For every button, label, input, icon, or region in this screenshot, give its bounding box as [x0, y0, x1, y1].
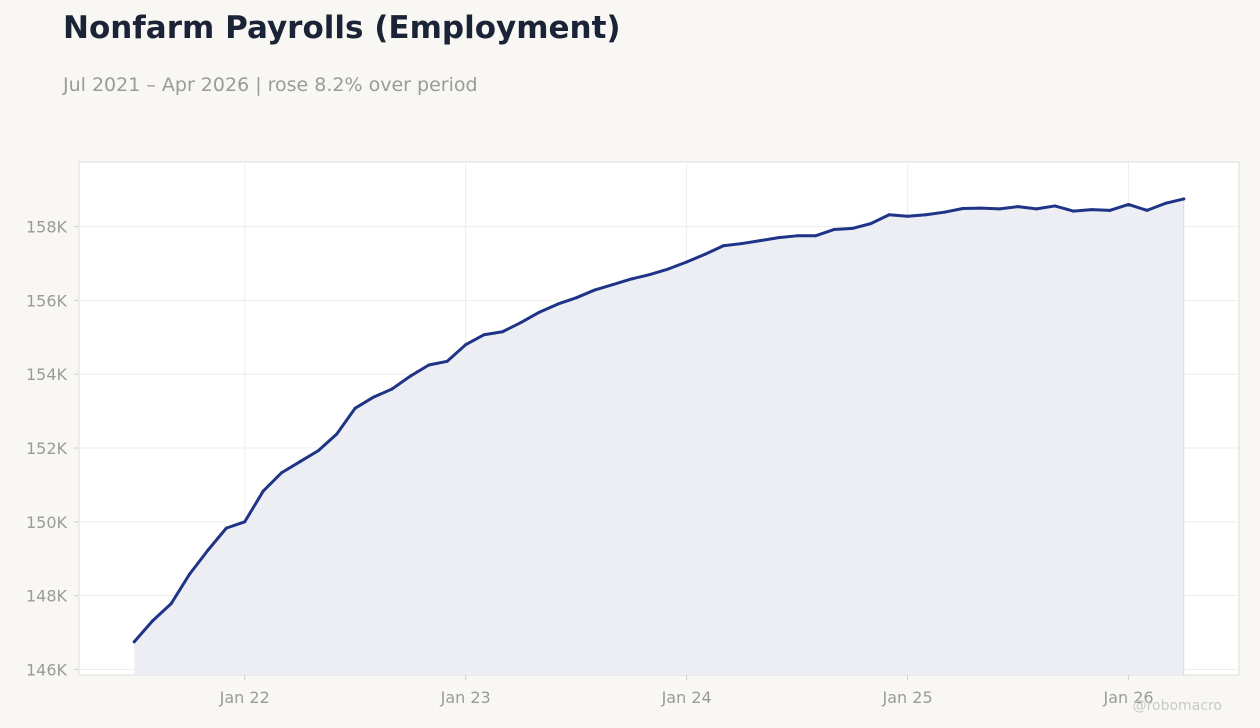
data-point	[850, 226, 854, 230]
data-point	[482, 333, 486, 337]
data-point	[243, 520, 247, 524]
data-point	[298, 460, 302, 464]
data-point	[703, 252, 707, 256]
data-point	[1053, 204, 1057, 208]
data-point	[280, 471, 284, 475]
y-tick-label: 152K	[26, 439, 68, 458]
chart-subtitle: Jul 2021 – Apr 2026 | rose 8.2% over per…	[63, 74, 478, 96]
data-point	[261, 489, 265, 493]
data-point	[942, 210, 946, 214]
data-point	[390, 387, 394, 391]
data-point	[721, 244, 725, 248]
x-tick-label: Jan 24	[661, 688, 712, 707]
x-tick-label: Jan 23	[440, 688, 491, 707]
y-tick-label: 148K	[26, 587, 68, 606]
data-point	[1127, 202, 1131, 206]
data-point	[906, 214, 910, 218]
data-point	[206, 548, 210, 552]
data-point	[1034, 207, 1038, 211]
data-point	[887, 213, 891, 217]
data-point	[372, 395, 376, 399]
data-point	[1108, 208, 1112, 212]
data-point	[924, 213, 928, 217]
data-point	[537, 310, 541, 314]
data-point	[427, 363, 431, 367]
series-line-path	[132, 197, 1186, 644]
data-point	[777, 236, 781, 240]
data-point	[187, 572, 191, 576]
watermark: @robomacro	[1132, 698, 1222, 714]
data-point	[500, 330, 504, 334]
y-axis: 146K 148K 150K 152K 154K 156K 158K	[26, 218, 79, 679]
y-tick-label: 150K	[26, 513, 68, 532]
data-point	[224, 526, 228, 530]
data-point	[832, 228, 836, 232]
data-point	[1090, 208, 1094, 212]
data-point	[574, 296, 578, 300]
data-point	[335, 432, 339, 436]
data-point	[132, 640, 136, 644]
y-tick-label: 156K	[26, 291, 68, 310]
data-point	[464, 343, 468, 347]
area-fill	[134, 198, 1185, 675]
data-point	[151, 619, 155, 623]
data-point	[1163, 201, 1167, 205]
data-point	[611, 283, 615, 287]
y-tick-label: 146K	[26, 660, 68, 679]
data-point	[979, 206, 983, 210]
data-point	[1145, 208, 1149, 212]
data-point	[666, 267, 670, 271]
data-point	[998, 207, 1002, 211]
x-tick-label: Jan 26	[1102, 688, 1153, 707]
y-tick-label: 154K	[26, 365, 68, 384]
y-tick-label: 158K	[26, 218, 68, 237]
data-point	[1182, 197, 1186, 201]
series-area	[134, 198, 1184, 675]
chart-title: Nonfarm Payrolls (Employment)	[63, 10, 621, 46]
data-point	[961, 207, 965, 210]
data-point	[593, 288, 597, 292]
x-tick-label: Jan 22	[219, 688, 270, 707]
data-point	[316, 449, 320, 453]
data-point	[648, 273, 652, 277]
x-tick-label: Jan 25	[882, 688, 933, 707]
data-point	[795, 234, 799, 238]
data-point	[445, 359, 449, 363]
data-point	[408, 374, 412, 378]
x-axis: Jan 22 Jan 23 Jan 24 Jan 25 Jan 26	[219, 675, 1154, 707]
data-point	[556, 302, 560, 306]
data-point	[169, 602, 173, 606]
data-point	[629, 277, 633, 281]
data-point	[740, 242, 744, 246]
data-point	[758, 239, 762, 243]
data-point	[814, 234, 818, 238]
data-point	[869, 222, 873, 226]
data-point	[685, 260, 689, 264]
series-line	[132, 197, 1186, 644]
data-point	[353, 406, 357, 410]
data-point	[1071, 209, 1075, 213]
data-point	[1016, 205, 1020, 209]
data-point	[519, 321, 523, 325]
